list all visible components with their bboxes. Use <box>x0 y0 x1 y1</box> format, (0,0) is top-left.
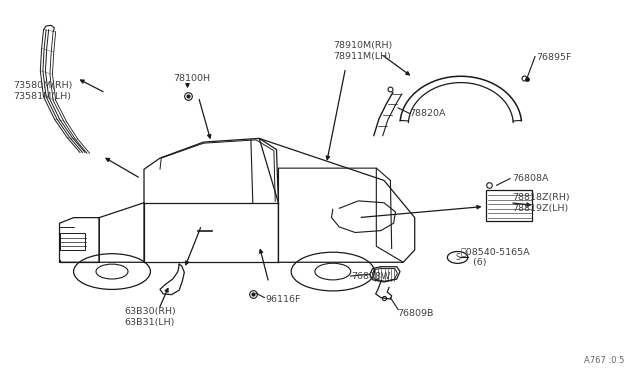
Text: 96116F: 96116F <box>266 295 301 304</box>
Text: 73580M(RH)
73581M(LH): 73580M(RH) 73581M(LH) <box>13 81 72 101</box>
Text: 63B30(RH)
63B31(LH): 63B30(RH) 63B31(LH) <box>125 307 177 327</box>
Text: 78820A: 78820A <box>410 109 446 118</box>
Text: 76895F: 76895F <box>536 53 572 62</box>
Text: 76808W: 76808W <box>351 272 390 280</box>
Text: 78910M(RH)
78911M(LH): 78910M(RH) 78911M(LH) <box>333 41 392 61</box>
Bar <box>60 234 85 250</box>
Bar <box>486 190 532 221</box>
Text: 78818Z(RH)
78819Z(LH): 78818Z(RH) 78819Z(LH) <box>512 193 570 213</box>
Text: 76809B: 76809B <box>397 309 433 318</box>
Text: 76808A: 76808A <box>512 174 548 183</box>
Text: A767 :0.5: A767 :0.5 <box>584 356 624 365</box>
Text: S: S <box>455 253 460 262</box>
Text: Ⓢ08540-5165A
    (6): Ⓢ08540-5165A (6) <box>461 247 531 267</box>
Text: 78100H: 78100H <box>173 74 210 83</box>
